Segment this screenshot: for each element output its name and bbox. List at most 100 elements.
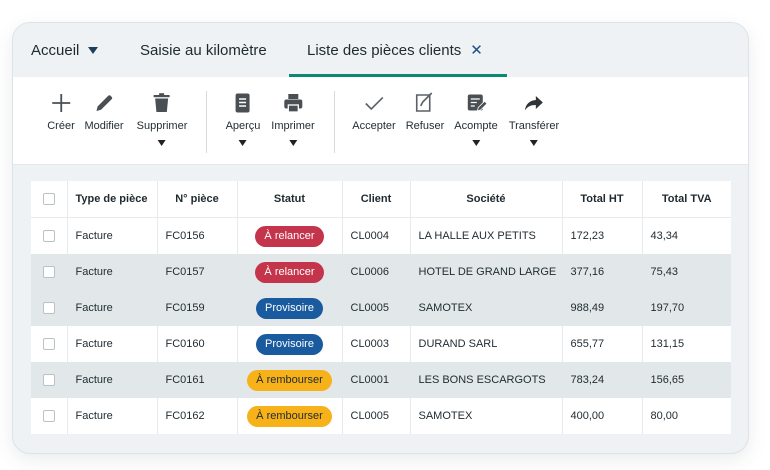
row-select-cell (31, 290, 68, 326)
status-badge: À relancer (255, 225, 324, 247)
cell-statut: À relancer (237, 254, 343, 290)
table-row[interactable]: Facture FC0162 À rembourser CL0005 SAMOT… (31, 398, 731, 434)
column-header-type[interactable]: Type de pièce (67, 181, 158, 218)
supprimer-button[interactable]: Supprimer (137, 91, 187, 146)
cell-total-ht: 400,00 (562, 398, 643, 434)
cell-statut: À rembourser (237, 362, 343, 398)
refuse-icon (413, 91, 437, 115)
toolbar-button-label: Créer (47, 120, 75, 132)
tab-accueil[interactable]: Accueil (31, 23, 99, 77)
row-checkbox[interactable] (42, 230, 55, 242)
cell-societe: SAMOTEX (410, 290, 563, 326)
row-checkbox[interactable] (42, 338, 55, 350)
check-icon (362, 91, 386, 115)
chevron-down-icon[interactable] (158, 140, 166, 146)
toolbar-button-label: Acompte (454, 120, 498, 132)
row-checkbox[interactable] (42, 410, 55, 422)
table-row[interactable]: Facture FC0156 À relancer CL0004 LA HALL… (31, 217, 731, 254)
column-header-numero[interactable]: N° pièce (157, 181, 238, 218)
row-checkbox[interactable] (42, 266, 55, 278)
column-header-statut[interactable]: Statut (237, 181, 343, 218)
imprimer-button[interactable]: Imprimer (271, 91, 315, 146)
column-header-societe[interactable]: Société (410, 181, 563, 218)
cell-statut: Provisoire (237, 326, 343, 362)
chevron-down-icon[interactable] (288, 140, 297, 146)
cell-total-tva: 75,43 (642, 254, 731, 290)
chevron-down-icon[interactable] (471, 140, 480, 146)
cell-client: CL0006 (342, 254, 411, 290)
chevron-down-icon[interactable] (529, 140, 538, 146)
cell-societe: SAMOTEX (410, 398, 563, 434)
cell-client: CL0005 (342, 398, 411, 434)
column-header-total-tva[interactable]: Total TVA (642, 181, 731, 218)
document-icon (231, 91, 255, 115)
toolbar-button-label: Imprimer (271, 120, 315, 132)
status-badge: Provisoire (256, 297, 323, 319)
status-badge: À rembourser (247, 369, 332, 391)
cell-statut: Provisoire (237, 290, 343, 326)
select-all-checkbox[interactable] (42, 193, 55, 205)
toolbar: Créer Modifier Supprimer Aperçu Imprimer Acce… (13, 77, 748, 165)
row-select-cell (31, 398, 68, 434)
cell-client: CL0005 (342, 290, 411, 326)
app-window: Accueil Saisie au kilomètre Liste des pi… (12, 22, 749, 454)
cell-client: CL0003 (342, 326, 411, 362)
cell-societe: LA HALLE AUX PETITS (410, 217, 563, 254)
table-row[interactable]: Facture FC0160 Provisoire CL0003 DURAND … (31, 326, 731, 362)
tab-saisie-label: Saisie au kilomètre (140, 41, 267, 59)
cell-total-ht: 655,77 (562, 326, 643, 362)
cell-type: Facture (67, 326, 158, 362)
table-row[interactable]: Facture FC0157 À relancer CL0006 HOTEL D… (31, 254, 731, 290)
row-checkbox[interactable] (42, 302, 55, 314)
cell-total-ht: 783,24 (562, 362, 643, 398)
tab-liste-label: Liste des pièces clients (307, 41, 462, 59)
chevron-down-icon[interactable] (238, 140, 247, 146)
toolbar-button-label: Aperçu (225, 120, 261, 132)
toolbar-separator (206, 91, 207, 153)
column-header-client[interactable]: Client (342, 181, 411, 218)
cell-client: CL0004 (342, 217, 411, 254)
cell-total-tva: 43,34 (642, 217, 731, 254)
transferer-button[interactable]: Transférer (509, 91, 559, 146)
apercu-button[interactable]: Aperçu (225, 91, 261, 146)
acompte-button[interactable]: Acompte (454, 91, 498, 146)
cell-type: Facture (67, 290, 158, 326)
toolbar-button-label: Refuser (405, 120, 445, 132)
cell-societe: DURAND SARL (410, 326, 563, 362)
cell-numero: FC0156 (157, 217, 238, 254)
tab-saisie-au-kilometre[interactable]: Saisie au kilomètre (140, 23, 267, 77)
row-checkbox[interactable] (42, 374, 55, 386)
toolbar-separator (334, 91, 335, 153)
column-header-total-ht[interactable]: Total HT (562, 181, 643, 218)
refuser-button[interactable]: Refuser (405, 91, 445, 132)
cell-societe: HOTEL DE GRAND LARGE (410, 254, 563, 290)
close-icon[interactable]: ✕ (470, 41, 483, 59)
row-select-cell (31, 217, 68, 254)
modifier-button[interactable]: Modifier (84, 91, 124, 132)
cell-numero: FC0161 (157, 362, 238, 398)
cell-total-ht: 988,49 (562, 290, 643, 326)
plus-icon (49, 91, 73, 115)
table-row[interactable]: Facture FC0159 Provisoire CL0005 SAMOTEX… (31, 290, 731, 326)
cell-total-tva: 131,15 (642, 326, 731, 362)
accepter-button[interactable]: Accepter (352, 91, 396, 132)
tab-liste-pieces-clients[interactable]: Liste des pièces clients ✕ (289, 23, 507, 77)
cell-statut: À rembourser (237, 398, 343, 434)
row-select-cell (31, 326, 68, 362)
table-row[interactable]: Facture FC0161 À rembourser CL0001 LES B… (31, 362, 731, 398)
toolbar-button-label: Modifier (84, 120, 124, 132)
cell-type: Facture (67, 217, 158, 254)
status-badge: À relancer (255, 261, 324, 283)
cell-numero: FC0162 (157, 398, 238, 434)
invoice-edit-icon (464, 91, 488, 115)
active-tab-indicator (289, 74, 507, 77)
status-badge: À rembourser (247, 405, 332, 427)
cell-type: Facture (67, 362, 158, 398)
chevron-down-icon[interactable] (88, 46, 99, 54)
creer-button[interactable]: Créer (47, 91, 75, 132)
tab-bar: Accueil Saisie au kilomètre Liste des pi… (13, 23, 748, 77)
cell-type: Facture (67, 254, 158, 290)
trash-icon (150, 91, 174, 115)
cell-numero: FC0160 (157, 326, 238, 362)
cell-statut: À relancer (237, 217, 343, 254)
